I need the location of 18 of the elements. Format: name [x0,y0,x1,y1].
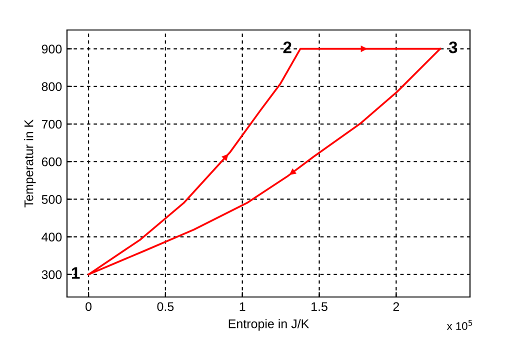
x-tick-label: 0 [86,302,92,312]
x-tick-label: 1 [240,302,246,311]
y-tick-label: 900 [42,44,62,54]
annotation: 1 [72,267,80,279]
annotation: 3 [448,41,458,54]
text: x 10$^{5}$ [446,320,472,330]
y-axis-title: Temperatur in K [24,120,36,208]
annotation: 2 [283,41,292,54]
y-tick-label: 800 [42,82,62,92]
x-tick-label: 0.5 [157,302,174,312]
y-tick-label: 500 [42,195,62,204]
x-axis-title: Entropie in J/K [228,319,310,331]
y-tick-label: 700 [42,120,62,129]
x-tick-label: 1.5 [312,302,328,312]
y-tick-label: 300 [42,270,62,280]
y-tick-label: 400 [42,232,62,242]
y-tick-label: 600 [42,157,62,166]
x-tick-label: 2 [393,302,400,311]
